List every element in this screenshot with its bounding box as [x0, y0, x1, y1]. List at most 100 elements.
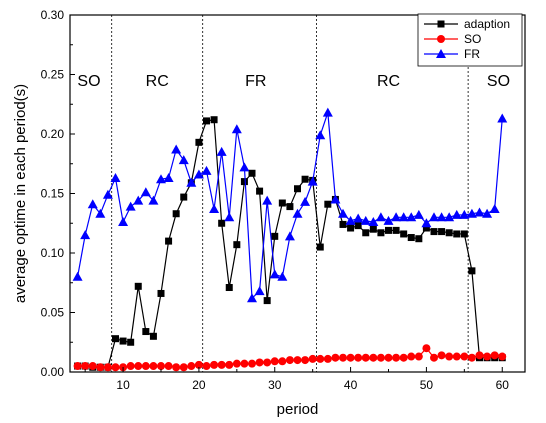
y-axis-ticks: 0.00 0.05 0.10 0.15 0.20 0.25 0.30	[41, 8, 75, 379]
data-point	[80, 230, 91, 240]
x-tick-label: 30	[268, 378, 282, 392]
data-point	[292, 208, 303, 218]
x-tick-label: 20	[192, 378, 206, 392]
x-tick-label: 40	[344, 378, 358, 392]
data-point	[483, 352, 492, 361]
legend-marker	[436, 49, 446, 58]
data-point	[331, 353, 340, 362]
x-tick-label: 60	[496, 378, 510, 392]
y-tick-label: 0.20	[41, 127, 65, 141]
data-point	[406, 212, 417, 222]
data-point	[96, 363, 105, 372]
data-point	[119, 337, 127, 345]
legend-label: FR	[464, 47, 480, 61]
legend-marker	[437, 20, 445, 28]
series-layer	[72, 107, 508, 372]
data-point	[459, 209, 470, 219]
data-point	[361, 353, 370, 362]
data-point	[87, 199, 98, 209]
data-point	[240, 359, 249, 368]
data-point	[474, 207, 485, 217]
data-point	[322, 107, 333, 117]
data-point	[149, 362, 158, 371]
data-point	[437, 351, 446, 360]
data-point	[376, 353, 385, 362]
data-point	[360, 215, 371, 225]
data-point	[141, 362, 150, 371]
legend-label: SO	[464, 32, 481, 46]
data-point	[353, 213, 364, 223]
data-point	[186, 177, 197, 187]
data-point	[392, 226, 400, 234]
data-point	[95, 208, 106, 218]
data-point	[209, 203, 220, 213]
data-point	[414, 352, 423, 361]
data-point	[225, 360, 234, 369]
data-point	[392, 353, 401, 362]
data-point	[165, 237, 173, 245]
data-point	[256, 187, 264, 195]
data-point	[140, 187, 151, 197]
data-point	[452, 352, 461, 361]
data-point	[346, 353, 355, 362]
x-tick-label: 50	[420, 378, 434, 392]
data-point	[232, 359, 241, 368]
y-tick-label: 0.00	[41, 365, 65, 379]
data-point	[134, 362, 143, 371]
data-point	[293, 356, 302, 365]
data-point	[81, 362, 90, 371]
data-point	[407, 352, 416, 361]
data-point	[460, 352, 469, 361]
data-point	[339, 220, 347, 228]
data-point	[301, 356, 310, 365]
data-point	[171, 144, 182, 154]
data-point	[369, 225, 377, 233]
y-tick-label: 0.30	[41, 8, 65, 22]
data-point	[278, 199, 286, 207]
data-point	[400, 230, 408, 238]
data-point	[444, 212, 455, 222]
data-point	[316, 354, 325, 363]
data-point	[468, 267, 476, 275]
data-point	[187, 362, 196, 371]
data-point	[430, 353, 438, 362]
data-point	[489, 203, 500, 213]
data-point	[308, 354, 317, 363]
data-point	[157, 289, 165, 297]
data-point	[216, 146, 227, 156]
y-axis-label: average optime in each period(s)	[12, 84, 29, 303]
data-point	[142, 328, 150, 336]
data-point	[255, 358, 264, 367]
data-point	[369, 353, 378, 362]
data-point	[285, 356, 294, 365]
data-point	[445, 229, 453, 237]
data-point	[126, 362, 135, 371]
data-point	[339, 353, 347, 362]
legend-entry: adaption	[424, 17, 510, 31]
region-label: RC	[377, 73, 400, 90]
region-label: SO	[487, 73, 510, 90]
data-point	[164, 362, 173, 371]
data-point	[157, 362, 165, 371]
data-point	[110, 173, 121, 183]
y-tick-label: 0.10	[41, 246, 65, 260]
region-labels: SO RC FR RC SO	[77, 73, 510, 90]
data-point	[172, 210, 180, 218]
data-point	[307, 176, 318, 186]
data-point	[300, 196, 311, 206]
data-point	[498, 352, 507, 361]
data-point	[202, 362, 211, 371]
data-point	[286, 203, 294, 211]
region-dividers	[111, 15, 469, 372]
data-point	[134, 282, 142, 290]
x-tick-label: 10	[116, 378, 130, 392]
data-point	[338, 208, 348, 218]
data-point	[315, 130, 326, 140]
data-point	[163, 173, 174, 183]
data-point	[148, 195, 159, 205]
data-point	[263, 297, 271, 305]
data-point	[263, 358, 272, 367]
data-point	[248, 359, 256, 368]
data-point	[422, 224, 430, 232]
data-point	[217, 360, 226, 369]
